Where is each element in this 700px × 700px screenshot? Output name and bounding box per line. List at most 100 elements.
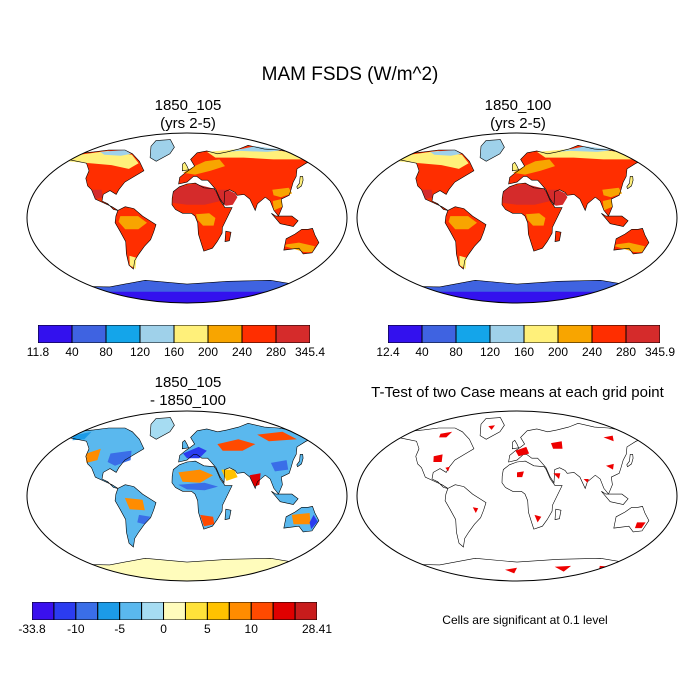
map3-coast-africa — [171, 460, 233, 530]
map2-coast-eurasia — [508, 144, 648, 217]
colorbar-case2-label: 12.4 — [376, 345, 400, 359]
map4-sig-brazil — [472, 507, 479, 513]
colorbar-case1-swatch-3 — [139, 325, 175, 343]
colorbar-case1-swatch-6 — [241, 325, 277, 343]
map4-sig-australia — [634, 522, 646, 529]
map4-sig-canada-n — [439, 431, 453, 438]
colorbar-diff-swatch-9 — [228, 602, 252, 620]
colorbar-case1-label: 280 — [265, 345, 287, 359]
map4-sig-arabia — [553, 473, 561, 479]
map1-band-europe — [183, 159, 225, 175]
map1-greenland — [150, 139, 175, 162]
map3-coast-greenland — [149, 417, 175, 440]
colorbar-diff-label: 5 — [204, 622, 211, 636]
colorbar-diff-label: 28.41 — [301, 622, 333, 636]
colorbar-case1-label: 160 — [163, 345, 185, 359]
colorbar-case2-labels: 12.4 40 80 120 160 200 240 280 345.9 — [376, 345, 675, 361]
map3-blob-aus-east — [309, 514, 318, 530]
map1-band-congo — [195, 213, 216, 226]
colorbar-case1-label: 240 — [231, 345, 253, 359]
map3-blob-alaska — [72, 431, 92, 441]
map2-coast-namerica — [397, 149, 475, 211]
map4-sig-india — [583, 479, 589, 483]
map3-blob-europe — [183, 446, 207, 459]
map4-coast-antarctica — [399, 557, 636, 581]
colorbar-case2-swatch-3 — [489, 325, 525, 343]
map1-band-mexico — [91, 189, 103, 200]
map2-band-siberia-n — [557, 146, 615, 152]
colorbar-case1-swatch-2 — [105, 325, 141, 343]
map3-coast-namerica — [67, 427, 145, 489]
map2-band-mexico — [421, 189, 433, 200]
colorbar-diff-labels: -33.8 -10 -5 0 5 10 28.41 — [18, 622, 332, 638]
map4-coast-eurasia — [508, 422, 648, 495]
map2-band-arctic-ca — [430, 150, 462, 156]
map4-coast-indonesia — [601, 491, 629, 505]
map3-blob-safrica — [200, 514, 215, 527]
map3-greenland — [150, 417, 175, 440]
map3-blob-india — [249, 473, 261, 487]
colorbar-case2-label: 240 — [581, 345, 603, 359]
colorbar-diff-swatch-1 — [53, 602, 77, 620]
map1-indonesia — [271, 213, 299, 227]
map2-greenland — [480, 139, 505, 162]
map3-coast-samerica — [114, 484, 157, 548]
map3-antarctica — [69, 558, 305, 581]
map3-coast-madagascar — [224, 508, 232, 520]
map4-sig-russia — [551, 441, 563, 449]
map3-blob-brazil-s — [137, 514, 151, 525]
map2-uk — [512, 162, 519, 171]
map3-coast-indonesia — [271, 491, 299, 505]
map2-border — [356, 132, 678, 304]
colorbar-case2-label: 120 — [479, 345, 501, 359]
map3-blob-mideast — [221, 469, 238, 481]
map3-blob-australia — [291, 513, 311, 525]
map3-blob-china — [270, 460, 289, 472]
colorbar-case2-label: 80 — [449, 345, 463, 359]
map2-coast-greenland — [479, 139, 505, 162]
panel-title-diff-line2: - 1850_100 — [150, 392, 226, 409]
map2-band-europe — [513, 159, 555, 175]
map3-coast-eurasia — [178, 422, 318, 495]
map3-blob-na-east — [107, 450, 132, 466]
map2-coast-madagascar — [554, 230, 562, 242]
map2-band-antarctica-edge — [399, 280, 635, 292]
map4-sig-antarctica-a — [505, 567, 517, 574]
panel-title-case2-line1: 1850_100 — [484, 97, 552, 114]
map3-coast-uk — [181, 439, 190, 450]
map4-coast-africa — [501, 460, 563, 530]
map1-band-siberia — [207, 149, 307, 160]
colorbar-case2-swatch-5 — [557, 325, 593, 343]
map1-coast-japan — [296, 176, 304, 190]
map2-band-congo — [525, 213, 546, 226]
map2-band-patagonia — [459, 255, 467, 269]
map1-coast-eurasia — [178, 144, 318, 217]
map2-coast-africa — [501, 182, 563, 252]
colorbar-diff-label: -33.8 — [18, 622, 46, 636]
map3-blob-russia — [217, 439, 256, 451]
colorbar-case1-label: 120 — [129, 345, 151, 359]
map4-sig-africa-s — [534, 514, 542, 523]
map4-sig-sahara — [517, 471, 524, 478]
map3-namerica — [68, 428, 144, 489]
map4-coast-japan — [626, 454, 634, 468]
colorbar-diff-swatch-2 — [75, 602, 99, 620]
map3-blob-sahara — [178, 469, 214, 483]
map1-band-seasia — [272, 199, 283, 211]
map1-coast-samerica — [114, 206, 157, 270]
colorbar-diff-label: -5 — [114, 622, 126, 636]
map4-border — [356, 410, 678, 582]
panel-title-case1-line1: 1850_105 — [154, 97, 222, 114]
map1-coast-antarctica — [69, 279, 306, 303]
map1-coast-africa — [171, 182, 233, 252]
colorbar-diff-label: 10 — [244, 622, 258, 636]
panel-title-diff-line1: 1850_105 — [154, 374, 222, 391]
map3-samerica — [115, 484, 156, 547]
map1-band-antarctica-edge — [69, 280, 305, 292]
map-case2 — [356, 132, 678, 304]
map1-band-sahara — [172, 184, 221, 205]
map2-coast-australia — [613, 228, 650, 255]
map2-band-china — [602, 187, 623, 198]
colorbar-case2 — [388, 325, 660, 343]
map4-coast-greenland — [479, 417, 505, 440]
